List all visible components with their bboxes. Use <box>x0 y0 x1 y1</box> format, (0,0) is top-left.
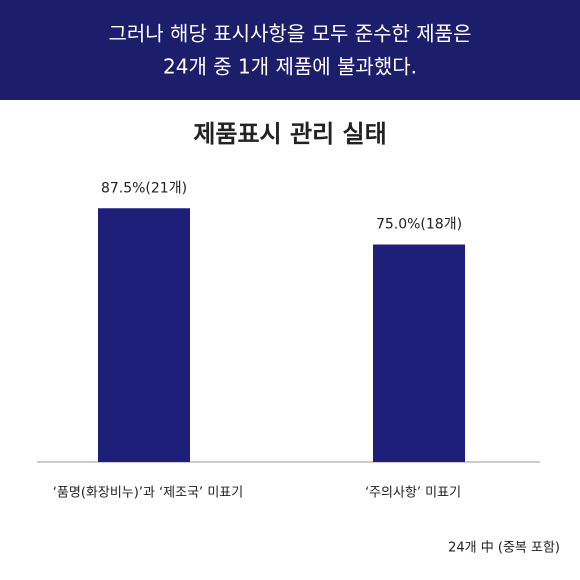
value-label: 75.0%(18개) <box>376 217 462 233</box>
header-line: 24개 중 1개 제품에 불과했다. <box>163 55 417 79</box>
bar <box>373 244 465 462</box>
x-tick-label: ‘주의사항’ 미표기 <box>365 486 461 501</box>
header-line: 그러나 해당 표시사항을 모두 준수한 제품은 <box>109 22 472 46</box>
chart-title: 제품표시 관리 실태 <box>193 120 386 148</box>
header-banner <box>0 0 580 100</box>
bar <box>98 208 190 462</box>
value-label: 87.5%(21개) <box>101 180 187 196</box>
x-tick-label: ‘품명(화장비누)’과 ‘제조국’ 미표기 <box>53 486 243 501</box>
footnote: 24개 中 (중복 포함) <box>448 541 560 556</box>
